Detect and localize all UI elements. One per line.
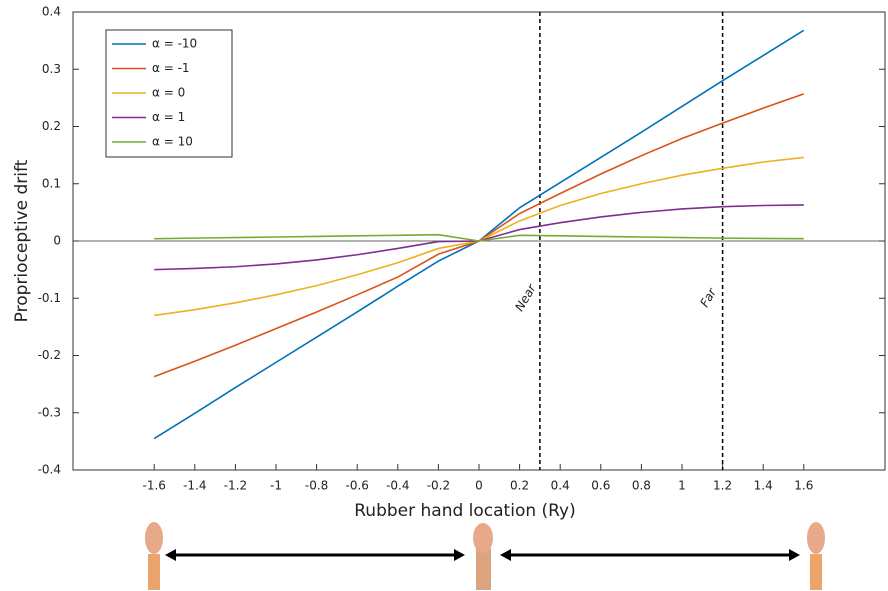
reference-label: Near <box>512 281 539 314</box>
hand-right <box>807 522 825 590</box>
hands <box>145 522 825 590</box>
x-tick-label: 0.8 <box>632 479 651 493</box>
series-line <box>154 233 804 242</box>
x-tick-label: -1.6 <box>142 479 165 493</box>
y-tick-label: -0.2 <box>38 348 61 362</box>
x-tick-label: 1 <box>678 479 686 493</box>
x-tick-label: -0.8 <box>305 479 328 493</box>
x-tick-label: 0 <box>475 479 483 493</box>
y-axis-title: Proprioceptive drift <box>12 159 32 322</box>
y-tick-label: 0.1 <box>42 176 61 190</box>
y-tick-label: 0.4 <box>42 5 61 19</box>
reference-label: Far <box>697 285 719 310</box>
series-line <box>153 93 805 378</box>
legend-label: α = 0 <box>152 86 185 100</box>
legend-label: α = -1 <box>152 61 190 75</box>
legend-label: α = 1 <box>152 110 185 124</box>
x-tick-label: 1.2 <box>713 479 732 493</box>
y-tick-label: -0.4 <box>38 463 61 477</box>
x-tick-label: -0.4 <box>386 479 409 493</box>
legend-label: α = -10 <box>152 37 197 51</box>
y-tick-label: -0.1 <box>38 291 61 305</box>
legend-label: α = 10 <box>152 135 193 149</box>
y-tick-label: -0.3 <box>38 405 61 419</box>
x-tick-label: 0.2 <box>510 479 529 493</box>
x-tick-label: 0.6 <box>591 479 610 493</box>
y-tick-label: 0.2 <box>42 119 61 133</box>
arrows <box>165 549 800 561</box>
x-tick-label: -1.2 <box>224 479 247 493</box>
x-axis-title: Rubber hand location (Ry) <box>354 501 575 521</box>
y-tick-label: 0 <box>53 234 61 248</box>
x-tick-label: -0.6 <box>345 479 368 493</box>
x-tick-label: -0.2 <box>427 479 450 493</box>
y-tick-label: 0.3 <box>42 62 61 76</box>
x-tick-label: -1.4 <box>183 479 206 493</box>
hand-center <box>473 523 493 590</box>
x-tick-label: -1 <box>270 479 282 493</box>
hand-left <box>145 522 163 590</box>
series-line <box>153 29 805 440</box>
x-tick-label: 1.6 <box>794 479 813 493</box>
x-tick-label: 1.4 <box>754 479 773 493</box>
x-tick-label: 0.4 <box>551 479 570 493</box>
